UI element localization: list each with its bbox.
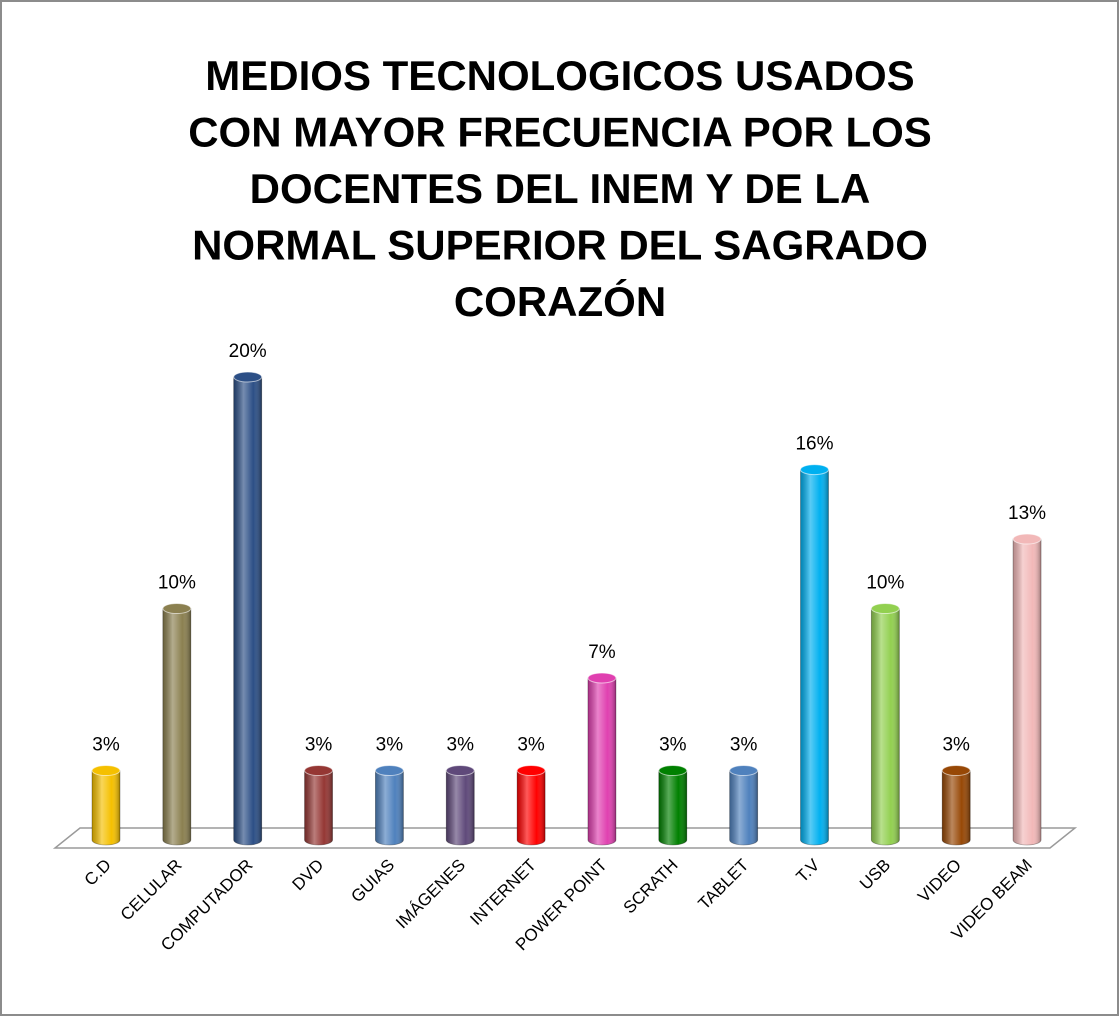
bar-shade — [1013, 539, 1042, 845]
bar-cap — [445, 765, 475, 777]
bar-shade — [162, 608, 191, 845]
bar-shade — [446, 770, 475, 845]
bar-shade — [233, 377, 262, 845]
bar — [91, 765, 121, 846]
bar — [304, 765, 334, 846]
value-label: 3% — [305, 735, 333, 756]
bar-cap — [233, 371, 263, 383]
floor — [52, 827, 1078, 849]
bar-shade — [658, 770, 687, 845]
value-label: 3% — [92, 735, 120, 756]
bar — [233, 371, 263, 846]
bar-cap — [941, 765, 971, 777]
value-label: 3% — [376, 735, 404, 756]
value-label: 20% — [229, 341, 267, 362]
chart-title: CON MAYOR FRECUENCIA POR LOS — [188, 109, 932, 156]
value-label: 10% — [158, 573, 196, 594]
chart-title: NORMAL SUPERIOR DEL SAGRADO — [192, 222, 928, 269]
bar — [870, 603, 900, 846]
bar-shade — [92, 770, 120, 845]
value-label: 3% — [659, 735, 687, 756]
bar-cap — [870, 603, 900, 614]
bar — [658, 765, 688, 846]
bar-shade — [729, 770, 758, 845]
bar-cap — [162, 603, 192, 614]
bar-cap — [1012, 533, 1042, 545]
value-label: 13% — [1008, 503, 1046, 524]
bar-shade — [375, 770, 404, 845]
bar — [445, 765, 475, 846]
value-label: 7% — [588, 642, 616, 663]
bar — [374, 765, 404, 846]
bar-cap — [516, 765, 546, 777]
bar-cap — [729, 765, 759, 777]
bar-shade — [587, 677, 616, 845]
bar-shade — [517, 770, 546, 845]
value-label: 3% — [517, 735, 545, 756]
bar-shade — [871, 608, 900, 845]
bar — [729, 765, 759, 846]
bar — [516, 765, 546, 846]
value-label: 10% — [866, 573, 904, 594]
value-label: 3% — [730, 735, 758, 756]
value-label: 16% — [795, 434, 833, 455]
bar-cap — [587, 672, 617, 684]
bar-shade — [304, 770, 333, 845]
bar-cap — [304, 765, 334, 777]
chart-title: DOCENTES DEL INEM Y DE LA — [250, 165, 871, 212]
bar — [1012, 533, 1042, 846]
bar-shade — [800, 469, 829, 845]
chart-title: CORAZÓN — [454, 277, 666, 325]
bar — [587, 672, 617, 846]
bar-cap — [658, 765, 688, 777]
bar-cap — [374, 765, 404, 777]
bar-shade — [942, 770, 971, 845]
chart-title: MEDIOS TECNOLOGICOS USADOS — [205, 52, 914, 99]
bar — [941, 765, 971, 846]
bar-cap — [800, 464, 829, 476]
bar-cap — [91, 765, 121, 777]
bar — [800, 464, 829, 846]
value-label: 3% — [447, 735, 475, 756]
bar — [162, 603, 192, 846]
value-label: 3% — [942, 735, 970, 756]
